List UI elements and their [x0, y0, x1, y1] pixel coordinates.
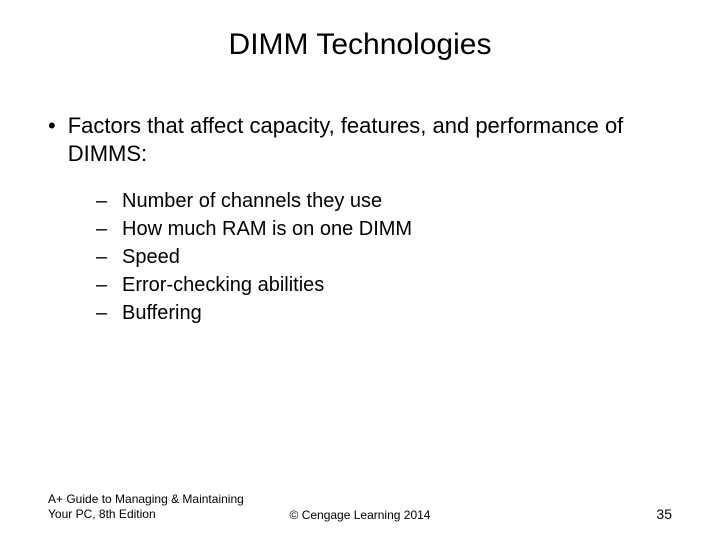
- sub-bullet-item: – Number of channels they use: [96, 188, 672, 214]
- dash-icon: –: [96, 216, 108, 242]
- sub-bullet-item: – Error-checking abilities: [96, 272, 672, 298]
- sub-bullet-text: Number of channels they use: [122, 188, 382, 214]
- dash-icon: –: [96, 188, 108, 214]
- footer-book-title: A+ Guide to Managing & Maintaining Your …: [48, 492, 268, 522]
- dash-icon: –: [96, 244, 108, 270]
- slide-content: • Factors that affect capacity, features…: [0, 82, 720, 326]
- slide-title: DIMM Technologies: [0, 0, 720, 82]
- main-bullet-row: • Factors that affect capacity, features…: [48, 112, 672, 168]
- sub-bullet-item: – Speed: [96, 244, 672, 270]
- bullet-marker-icon: •: [48, 112, 56, 140]
- sub-bullet-list: – Number of channels they use – How much…: [48, 170, 672, 326]
- sub-bullet-text: Error-checking abilities: [122, 272, 324, 298]
- sub-bullet-text: Speed: [122, 244, 180, 270]
- sub-bullet-text: How much RAM is on one DIMM: [122, 216, 412, 242]
- footer-page-number: 35: [656, 506, 672, 522]
- footer-copyright: © Cengage Learning 2014: [290, 508, 431, 522]
- dash-icon: –: [96, 300, 108, 326]
- slide-container: DIMM Technologies • Factors that affect …: [0, 0, 720, 540]
- sub-bullet-item: – How much RAM is on one DIMM: [96, 216, 672, 242]
- main-bullet-text: Factors that affect capacity, features, …: [68, 112, 672, 168]
- dash-icon: –: [96, 272, 108, 298]
- slide-footer: A+ Guide to Managing & Maintaining Your …: [0, 492, 720, 522]
- sub-bullet-item: – Buffering: [96, 300, 672, 326]
- sub-bullet-text: Buffering: [122, 300, 202, 326]
